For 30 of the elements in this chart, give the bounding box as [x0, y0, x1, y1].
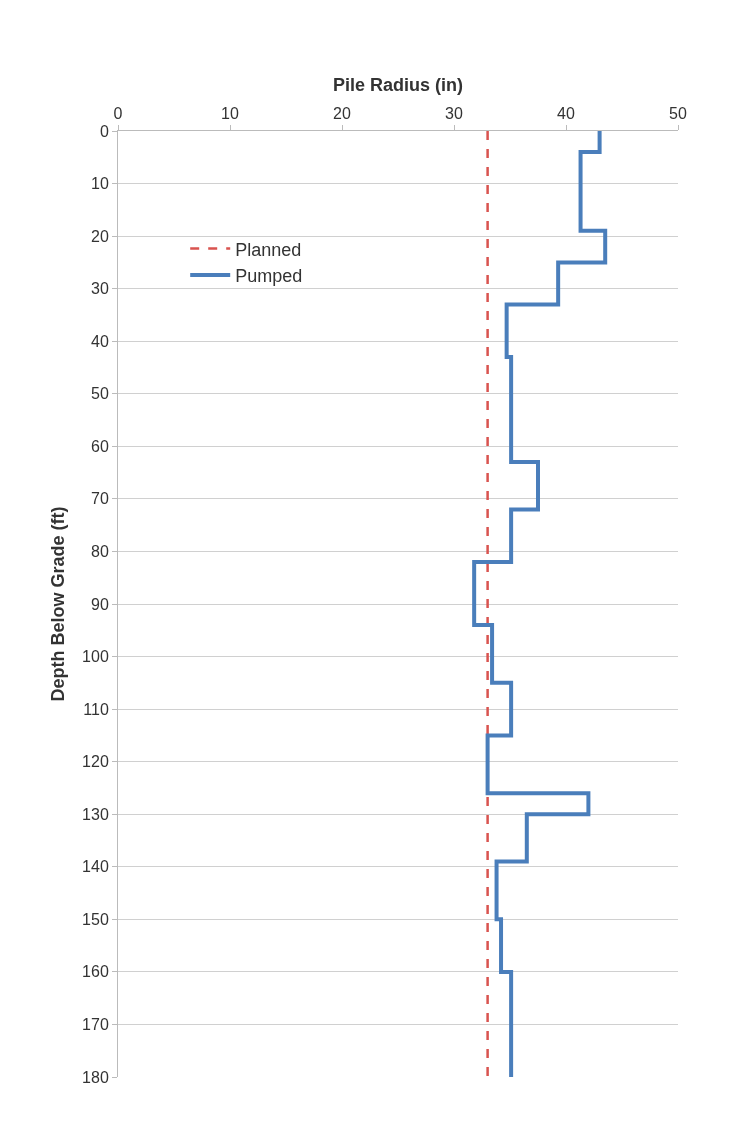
y-tick-label: 60	[91, 437, 109, 455]
x-tick-label: 10	[221, 104, 239, 122]
x-tick-label: 40	[557, 104, 575, 122]
legend-label: Pumped	[235, 265, 303, 286]
y-tick-label: 110	[83, 700, 109, 718]
y-tick-label: 10	[91, 175, 109, 193]
line-series	[472, 131, 608, 1077]
y-tick-label: 50	[91, 385, 109, 403]
x-tick-label: 0	[113, 104, 123, 122]
y-tick-label: 160	[82, 963, 109, 981]
y-tick-label: 0	[99, 122, 109, 140]
y-tick-label: 130	[82, 805, 109, 823]
y-tick-label: 70	[91, 490, 109, 508]
x-axis-title: Pile Radius (in)	[332, 74, 464, 95]
y-tick-label: 170	[82, 1016, 109, 1034]
y-tick-label: 30	[91, 280, 109, 298]
y-tick-label: 100	[82, 648, 109, 666]
y-tick-label: 40	[91, 332, 109, 350]
y-axis-title: Depth Below Grade (ft)	[48, 506, 69, 702]
y-tick-label: 20	[91, 227, 109, 245]
x-tick-label: 50	[669, 104, 687, 122]
y-tick-label: 90	[91, 595, 109, 613]
y-tick-label: 180	[82, 1068, 109, 1086]
x-tick-label: 30	[445, 104, 463, 122]
y-tick-label: 140	[82, 858, 109, 876]
y-tick-label: 80	[91, 543, 109, 561]
legend-label: Planned	[235, 239, 302, 260]
y-tick-label: 150	[82, 910, 109, 928]
y-tick-label: 120	[82, 753, 109, 771]
x-tick-label: 20	[333, 104, 351, 122]
